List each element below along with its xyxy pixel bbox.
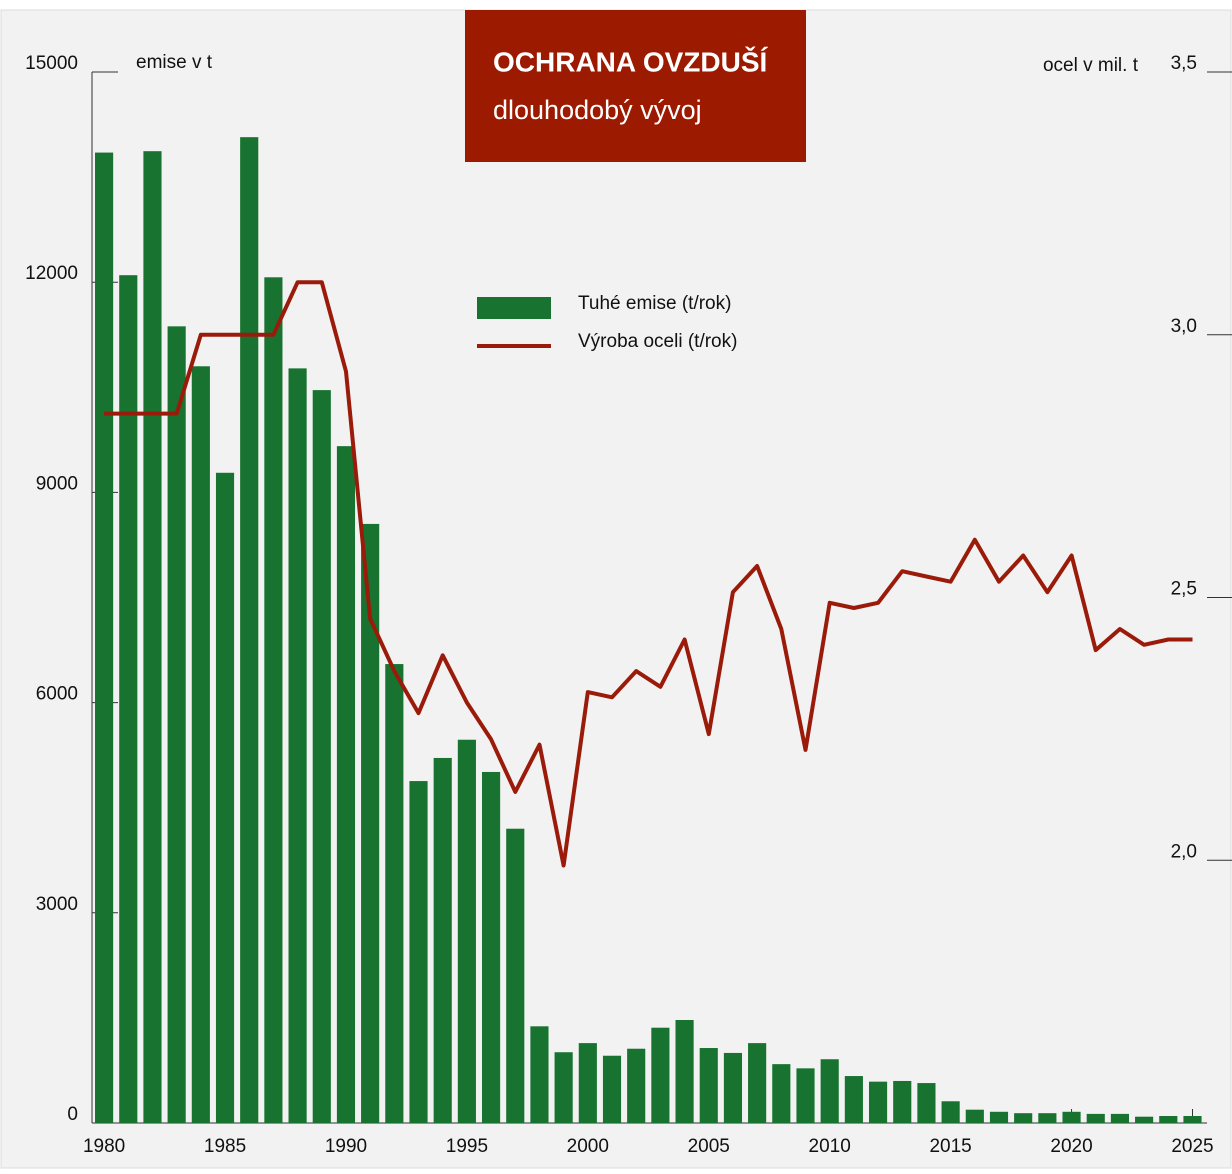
y2-tick-label: 3,0	[1171, 316, 1197, 337]
y2-axis-label: ocel v mil. t	[1043, 55, 1139, 76]
y-tick-label: 0	[67, 1104, 78, 1125]
y-axis-label: emise v t	[136, 52, 213, 73]
bar	[264, 277, 283, 1124]
legend-label: Výroba oceli (t/rok)	[578, 331, 737, 352]
y-tick-label: 6000	[36, 684, 78, 705]
bar	[167, 326, 186, 1123]
bar	[1135, 1116, 1154, 1123]
bar	[409, 781, 428, 1123]
x-tick-label: 1990	[325, 1136, 367, 1157]
bar	[917, 1083, 936, 1123]
bar	[457, 739, 476, 1123]
chart-subtitle: dlouhodobý vývoj	[493, 95, 702, 125]
bar	[1183, 1115, 1202, 1123]
y2-tick-label: 2,5	[1171, 579, 1197, 600]
bar	[215, 472, 235, 1123]
line	[104, 280, 1193, 868]
x-tick-label: 2025	[1171, 1136, 1213, 1157]
bar	[119, 275, 138, 1123]
y2-tick-label: 2,0	[1171, 841, 1197, 862]
x-tick-label: 2020	[1050, 1136, 1092, 1157]
bar	[385, 664, 404, 1123]
bar	[820, 1059, 839, 1123]
x-tick-label: 1985	[204, 1136, 246, 1157]
bar	[95, 152, 114, 1123]
bar	[699, 1048, 718, 1123]
x-tick-label: 1980	[83, 1136, 125, 1157]
bar	[989, 1111, 1009, 1123]
bar	[844, 1076, 863, 1123]
bar	[602, 1055, 622, 1123]
bar	[312, 390, 331, 1123]
bar	[530, 1026, 549, 1123]
bar	[143, 151, 162, 1123]
y2-tick-label: 3,5	[1171, 53, 1197, 74]
bar	[506, 828, 525, 1123]
bar	[796, 1068, 815, 1123]
chart-title: OCHRANA OVZDUŠÍ	[493, 45, 769, 77]
y-tick-label: 15000	[25, 53, 78, 74]
bar	[482, 771, 501, 1123]
x-tick-label: 2000	[567, 1136, 609, 1157]
bar	[1086, 1113, 1105, 1123]
bar	[772, 1064, 791, 1123]
bar	[288, 368, 307, 1124]
bar	[433, 757, 452, 1123]
legend-swatch	[477, 297, 551, 319]
bar	[675, 1020, 694, 1123]
bar	[1038, 1113, 1057, 1123]
bar	[1110, 1113, 1129, 1123]
bar	[1062, 1111, 1081, 1123]
bar	[1014, 1113, 1033, 1123]
bar	[361, 523, 380, 1123]
legend-label: Tuhé emise (t/rok)	[578, 293, 731, 314]
bar	[554, 1052, 573, 1123]
bar	[191, 366, 210, 1123]
x-tick-label: 1995	[446, 1136, 488, 1157]
x-tick-label: 2005	[688, 1136, 730, 1157]
bar	[868, 1081, 888, 1123]
title-box	[465, 10, 806, 162]
bar	[651, 1027, 670, 1123]
bar	[965, 1109, 984, 1123]
bar	[578, 1043, 597, 1123]
bar	[240, 137, 259, 1124]
bar	[893, 1080, 912, 1123]
bar	[941, 1101, 960, 1123]
x-tick-label: 2010	[809, 1136, 851, 1157]
bar	[1159, 1115, 1178, 1123]
y-tick-label: 3000	[36, 894, 78, 915]
y-tick-label: 12000	[25, 263, 78, 284]
bar	[336, 446, 356, 1123]
bar	[748, 1043, 767, 1123]
bar	[627, 1048, 646, 1123]
x-tick-label: 2015	[929, 1136, 971, 1157]
y-tick-label: 9000	[36, 473, 78, 494]
bar	[723, 1052, 743, 1123]
